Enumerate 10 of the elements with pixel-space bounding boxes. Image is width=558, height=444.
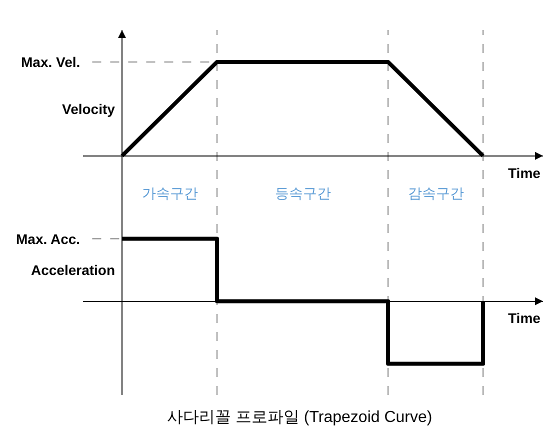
text: 등속구간: [275, 185, 331, 201]
text: 사다리꼴 프로파일 (Trapezoid Curve): [167, 409, 432, 426]
y-axis-title: Velocity: [62, 101, 116, 117]
x-axis-title: Time: [508, 310, 541, 326]
x-axis-title: Time: [508, 165, 541, 181]
ref-line-label: Max. Vel.: [21, 54, 80, 70]
text: 감속구간: [408, 185, 464, 201]
ref-line-label: Max. Acc.: [16, 231, 80, 247]
y-axis-title: Acceleration: [31, 262, 116, 278]
text: 가속구간: [142, 185, 198, 201]
